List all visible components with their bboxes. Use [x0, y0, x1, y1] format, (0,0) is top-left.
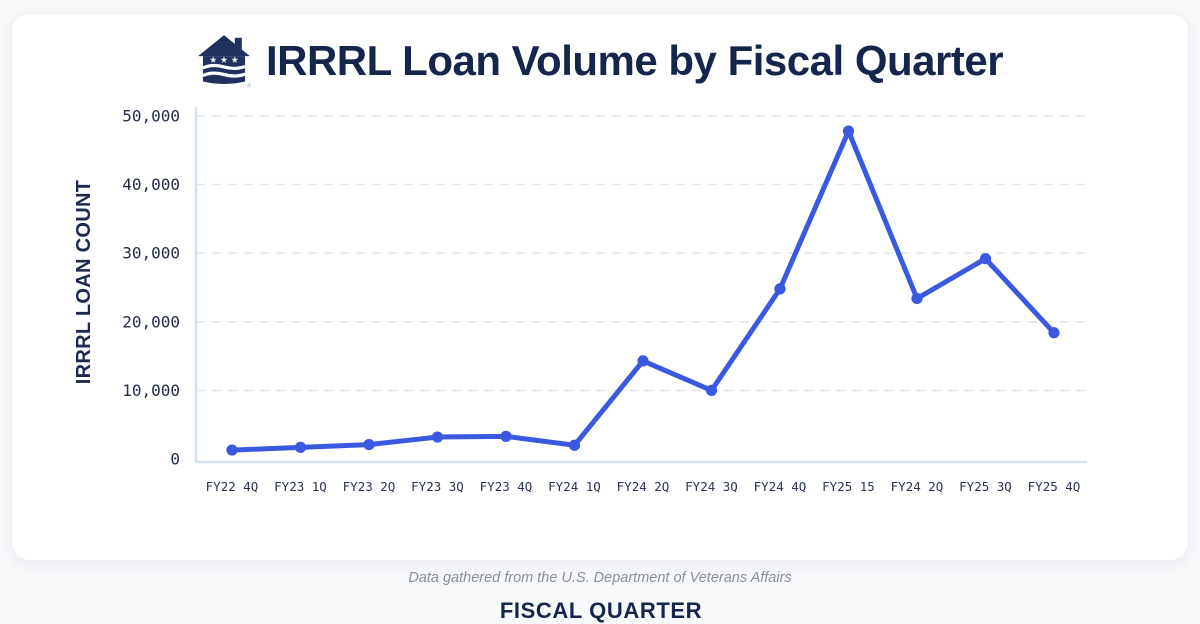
y-tick-label: 40,000 [122, 175, 180, 194]
x-tick-label: FY23 1Q [274, 479, 327, 494]
house-stars-waves-logo: ® [198, 35, 251, 88]
data-point [226, 444, 238, 456]
data-point [363, 438, 375, 451]
x-tick-label: FY24 1Q [548, 479, 601, 494]
data-point [705, 384, 718, 396]
source-caption: Data gathered from the U.S. Department o… [408, 570, 792, 586]
x-tick-label: FY24 4Q [754, 479, 807, 494]
data-point [568, 439, 581, 451]
x-axis-title: FISCAL QUARTER [499, 598, 703, 623]
x-tick-label: FY23 3Q [411, 479, 464, 494]
data-point [431, 431, 444, 443]
x-tick-label: FY23 4Q [480, 479, 533, 494]
y-tick-label: 50,000 [122, 107, 180, 126]
chart-title: IRRRL Loan Volume by Fiscal Quarter [265, 36, 1004, 84]
y-tick-label: 0 [170, 450, 180, 469]
data-point [500, 430, 512, 442]
series-line [229, 128, 1057, 453]
logo-wave [202, 71, 246, 78]
x-tick-label: FY24 2Q [891, 479, 944, 494]
x-tick-label: FY25 15 [822, 479, 875, 494]
data-point [774, 283, 786, 295]
x-tick-label: FY24 3Q [685, 479, 738, 494]
x-tick-label: FY25 4Q [1028, 479, 1081, 494]
chart-header: ® IRRRL Loan Volume by Fiscal Quarter [12, 34, 1188, 88]
x-tick-label: FY23 2Q [343, 479, 396, 494]
x-tick-label: FY22 4Q [206, 479, 259, 494]
y-tick-label: 20,000 [122, 312, 180, 331]
chart-card: ® IRRRL Loan Volume by Fiscal Quarter IR… [11, 13, 1190, 623]
data-point [294, 441, 307, 453]
y-tick-label: 10,000 [122, 381, 180, 400]
x-tick-label: FY25 3Q [959, 479, 1012, 494]
registered-trademark: ® [247, 82, 251, 88]
data-point [911, 292, 923, 305]
logo-wave [202, 63, 246, 71]
logo-stars [209, 56, 239, 63]
x-tick-label: FY24 2Q [617, 479, 670, 494]
data-point [1048, 327, 1060, 339]
y-tick-label: 30,000 [122, 244, 180, 263]
data-point [979, 253, 992, 265]
data-point [637, 355, 649, 367]
plot-canvas: 0 10,000 20,000 30,000 40,000 50,000 FY22 4Q FY… [122, 107, 1088, 494]
data-point [842, 125, 855, 137]
line-chart: IRRRL LOAN COUNT 0 10,000 20,000 30,000 40,0… [12, 102, 1190, 623]
